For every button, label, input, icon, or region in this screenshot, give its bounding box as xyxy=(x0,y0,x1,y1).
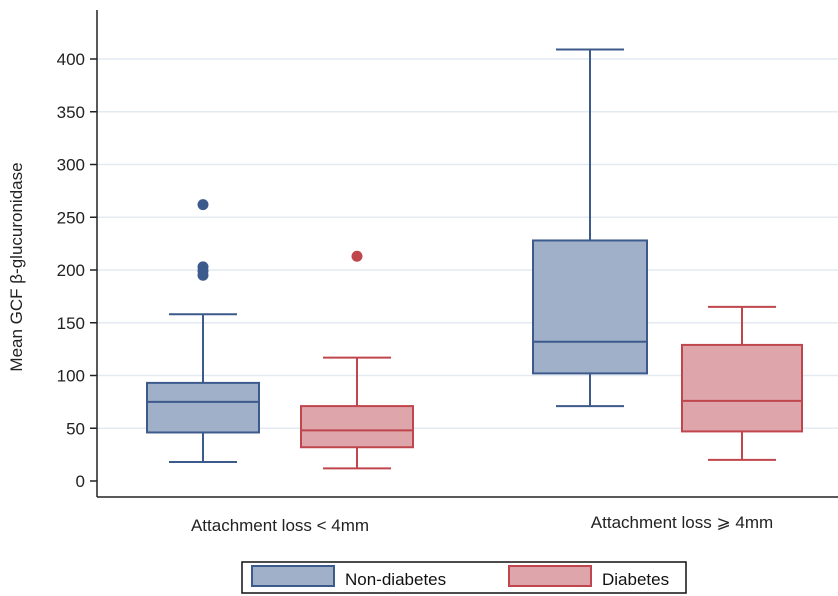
legend-swatch-diabetes xyxy=(508,565,592,587)
y-tick-label-350: 350 xyxy=(57,103,85,122)
iqr-box xyxy=(300,405,414,449)
boxes xyxy=(146,48,803,470)
y-axis-label: Mean GCF β-glucuronidase xyxy=(7,162,26,371)
legend-label-non-diabetes: Non-diabetes xyxy=(345,570,446,589)
outlier-point xyxy=(197,199,209,211)
iqr-box xyxy=(532,239,648,375)
legend-swatch-non-diabetes xyxy=(251,565,335,587)
y-tick-label-200: 200 xyxy=(57,261,85,280)
y-axis xyxy=(96,10,838,498)
y-tick-label-0: 0 xyxy=(76,472,85,491)
iqr-box xyxy=(146,381,260,434)
y-tick-label-50: 50 xyxy=(66,419,85,438)
legend: Non-diabetes Diabetes xyxy=(241,561,687,594)
box-diabetes-0 xyxy=(300,250,414,470)
box-non-diabetes-0 xyxy=(146,199,260,464)
y-tick-label-300: 300 xyxy=(57,156,85,175)
outlier-point xyxy=(197,269,209,281)
y-tick-label-400: 400 xyxy=(57,50,85,69)
category-label-0: Attachment loss < 4mm xyxy=(191,516,369,535)
y-ticks: 0 50 100 150 200 250 300 350 400 xyxy=(57,50,97,491)
legend-label-diabetes: Diabetes xyxy=(602,570,669,589)
box-diabetes-1 xyxy=(681,305,803,461)
y-tick-label-250: 250 xyxy=(57,208,85,227)
gridlines xyxy=(97,58,838,429)
box-non-diabetes-1 xyxy=(532,48,648,408)
y-tick-label-100: 100 xyxy=(57,367,85,386)
iqr-box xyxy=(681,343,803,433)
y-tick-label-150: 150 xyxy=(57,314,85,333)
category-label-1: Attachment loss ⩾ 4mm xyxy=(591,513,773,532)
outlier-point xyxy=(351,250,363,262)
